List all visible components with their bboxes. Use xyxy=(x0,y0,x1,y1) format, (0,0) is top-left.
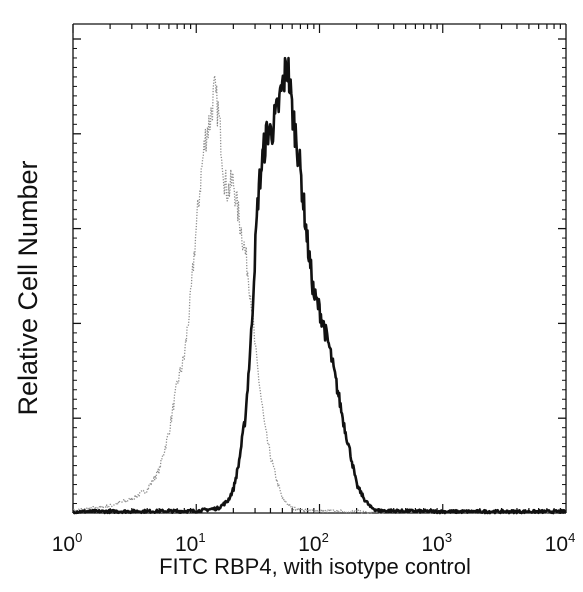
series-layer xyxy=(72,56,567,515)
x-tick-label: 100 xyxy=(52,530,83,556)
x-tick-label: 102 xyxy=(298,530,329,556)
x-tick-label: 101 xyxy=(175,530,206,556)
series-rbp4-line xyxy=(72,56,567,515)
x-axis-title: FITC RBP4, with isotype control xyxy=(159,554,471,579)
plot-frame xyxy=(72,23,567,514)
x-tick-label: 104 xyxy=(545,530,576,556)
x-axis-tick-labels: 100 101 102 103 104 xyxy=(52,530,576,556)
series-isotype-control-line xyxy=(72,75,567,514)
y-axis-ticks xyxy=(73,38,566,514)
y-axis-title: Relative Cell Number xyxy=(13,160,43,415)
x-axis-ticks xyxy=(72,24,561,513)
x-tick-label: 103 xyxy=(421,530,452,556)
